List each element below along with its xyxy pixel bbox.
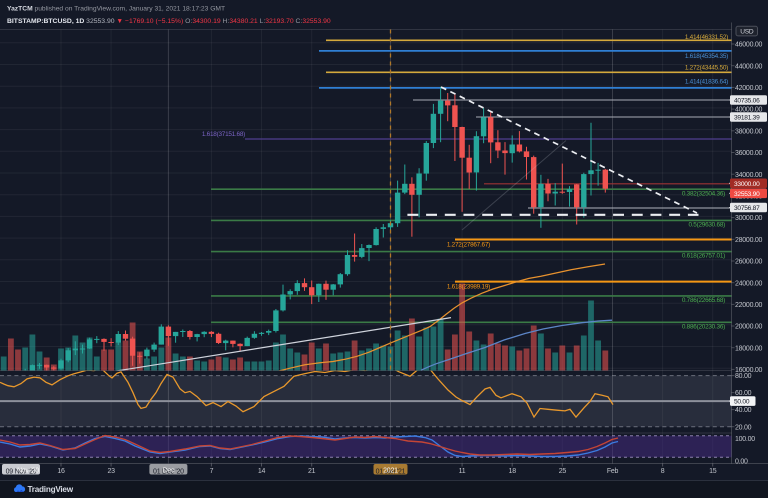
svg-text:24000.00: 24000.00 xyxy=(735,280,763,287)
svg-text:44000.00: 44000.00 xyxy=(735,63,763,70)
svg-text:BITSTAMP:BTCUSD, 1D 32553.90 ▼: BITSTAMP:BTCUSD, 1D 32553.90 ▼ −1769.10 … xyxy=(7,18,331,25)
svg-text:21: 21 xyxy=(308,468,316,475)
svg-text:USD: USD xyxy=(740,29,754,36)
svg-text:8: 8 xyxy=(661,468,665,475)
svg-text:1.618(37151.68): 1.618(37151.68) xyxy=(202,131,245,138)
svg-text:1.414(46331.52): 1.414(46331.52) xyxy=(685,34,728,41)
svg-text:18: 18 xyxy=(509,468,517,475)
svg-text:39181.39: 39181.39 xyxy=(734,115,760,122)
svg-text:0.5(29630.68): 0.5(29630.68) xyxy=(688,221,725,228)
svg-text:7: 7 xyxy=(210,468,214,475)
svg-text:22000.00: 22000.00 xyxy=(735,302,763,309)
svg-text:1.272(27867.67): 1.272(27867.67) xyxy=(447,242,490,249)
svg-text:20.00: 20.00 xyxy=(735,424,752,431)
svg-text:33000.00: 33000.00 xyxy=(734,181,760,188)
svg-text:0.618(26757.01): 0.618(26757.01) xyxy=(682,253,725,260)
svg-text:16: 16 xyxy=(57,468,65,475)
svg-text:100.00: 100.00 xyxy=(735,436,755,443)
svg-text:Dec: Dec xyxy=(163,467,175,474)
svg-text:0.00: 0.00 xyxy=(735,458,748,465)
svg-text:14: 14 xyxy=(258,468,266,475)
svg-text:1.414(41836.64): 1.414(41836.64) xyxy=(685,79,728,86)
svg-text:1.618(23989.19): 1.618(23989.19) xyxy=(447,284,490,291)
svg-text:Feb: Feb xyxy=(607,468,619,475)
svg-text:YazTCM published on TradingVie: YazTCM published on TradingView.com, Jan… xyxy=(7,6,225,13)
svg-text:11: 11 xyxy=(459,468,466,475)
svg-text:20000.00: 20000.00 xyxy=(735,324,763,331)
svg-text:46000.00: 46000.00 xyxy=(735,42,763,49)
svg-text:18000.00: 18000.00 xyxy=(735,345,763,352)
svg-text:0.382(32504.36): 0.382(32504.36) xyxy=(682,190,725,197)
svg-text:26000.00: 26000.00 xyxy=(735,259,763,266)
svg-text:80.00: 80.00 xyxy=(735,373,752,380)
svg-text:01 Jan '21: 01 Jan '21 xyxy=(376,469,406,476)
svg-text:Nov '20: Nov '20 xyxy=(17,467,39,474)
svg-text:36000.00: 36000.00 xyxy=(735,150,763,157)
svg-text:28000.00: 28000.00 xyxy=(735,237,763,244)
svg-text:50.00: 50.00 xyxy=(734,399,750,406)
svg-text:38000.00: 38000.00 xyxy=(735,128,763,135)
svg-text:16000.00: 16000.00 xyxy=(735,367,763,374)
svg-text:42000.00: 42000.00 xyxy=(735,85,763,92)
svg-text:40.00: 40.00 xyxy=(735,407,752,414)
svg-text:40000.00: 40000.00 xyxy=(735,107,763,114)
svg-text:30756.87: 30756.87 xyxy=(734,205,760,212)
svg-text:09 Nov '20: 09 Nov '20 xyxy=(6,469,37,476)
svg-text:60.00: 60.00 xyxy=(735,390,752,397)
svg-text:25: 25 xyxy=(559,468,567,475)
svg-text:30000.00: 30000.00 xyxy=(735,215,763,222)
svg-text:01 Dec '20: 01 Dec '20 xyxy=(153,469,184,476)
svg-text:2021: 2021 xyxy=(383,467,398,474)
svg-text:34000.00: 34000.00 xyxy=(735,172,763,179)
svg-text:1.272(43445.50): 1.272(43445.50) xyxy=(685,64,728,71)
svg-text:40735.06: 40735.06 xyxy=(734,98,760,105)
svg-text:TradingView: TradingView xyxy=(28,485,74,494)
svg-text:15: 15 xyxy=(709,468,717,475)
svg-text:1.618(45354.35): 1.618(45354.35) xyxy=(685,53,728,60)
svg-text:23: 23 xyxy=(107,468,115,475)
svg-text:32553.90: 32553.90 xyxy=(734,191,760,198)
svg-text:0.886(20230.36): 0.886(20230.36) xyxy=(682,323,725,330)
svg-text:0.786(22665.68): 0.786(22665.68) xyxy=(682,297,725,304)
